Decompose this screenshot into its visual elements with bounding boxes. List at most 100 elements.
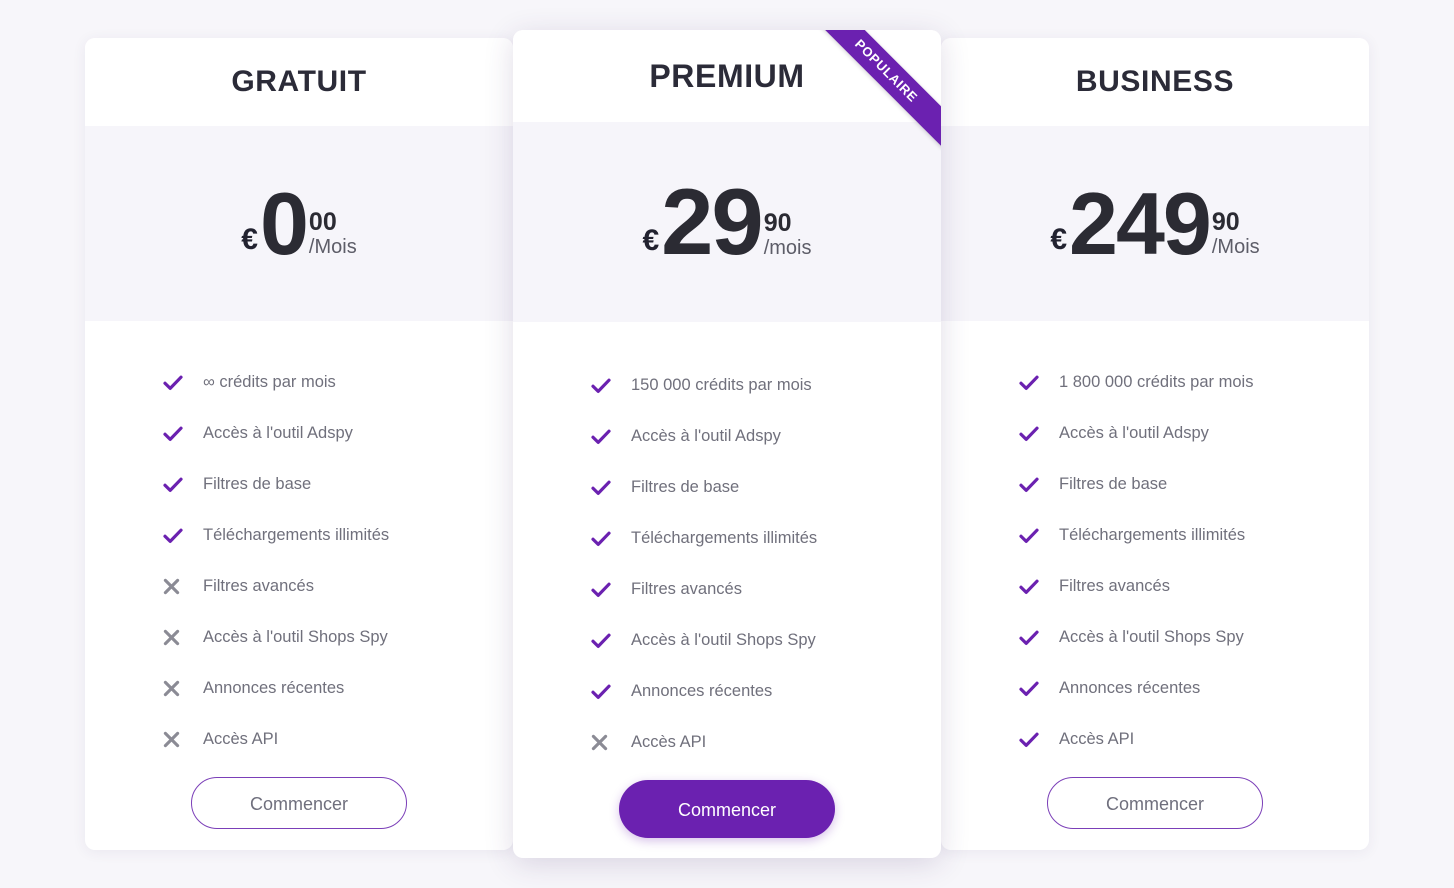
feature-label: Filtres de base (631, 478, 740, 496)
feature-label: Accès à l'outil Adspy (631, 427, 781, 445)
start-button[interactable]: Commencer (619, 780, 835, 838)
card-header: BUSINESS (941, 38, 1369, 126)
feature-label: Téléchargements illimités (203, 526, 390, 544)
cross-icon (163, 680, 187, 697)
price-suffix: 90/Mois (1212, 210, 1260, 261)
feature-item: Téléchargements illimités (1019, 510, 1369, 561)
pricing-card-business: BUSINESS €249 90/Mois 1 800 000 crédits par… (941, 38, 1369, 850)
price: €29 90/mois (642, 168, 812, 274)
pricing-card-premium: POPULAIRE PREMIUM €29 90/mois 150 000 crédit… (513, 30, 941, 858)
price-currency: € (1050, 223, 1068, 257)
pricing-card-list: GRATUIT €0 00/Mois ∞ crédits par mois Accès … (84, 30, 1370, 858)
price-band: €249 90/Mois (941, 126, 1369, 321)
feature-item: Filtres de base (591, 462, 941, 513)
check-icon (1019, 630, 1043, 646)
plan-title: BUSINESS (1075, 65, 1235, 98)
price-suffix: 00/Mois (309, 210, 357, 261)
check-icon (163, 375, 187, 391)
cross-icon (591, 734, 615, 751)
price-band: €29 90/mois (513, 122, 941, 322)
feature-item: Filtres avancés (591, 564, 941, 615)
feature-item: Filtres de base (163, 459, 513, 510)
feature-list: 150 000 crédits par mois Accès à l'outil … (513, 322, 941, 768)
cta-container: Commencer (513, 768, 941, 858)
check-icon (1019, 579, 1043, 595)
check-icon (163, 528, 187, 544)
feature-item: Accès à l'outil Shops Spy (1019, 612, 1369, 663)
feature-label: Filtres avancés (203, 577, 314, 595)
check-icon (591, 429, 615, 445)
feature-item: Accès à l'outil Shops Spy (163, 612, 513, 663)
feature-item: ∞ crédits par mois (163, 357, 513, 408)
feature-item: Annonces récentes (163, 663, 513, 714)
price-currency: € (642, 224, 660, 258)
feature-item: Accès à l'outil Adspy (591, 411, 941, 462)
feature-item: Accès à l'outil Adspy (163, 408, 513, 459)
feature-label: Accès API (203, 730, 279, 748)
feature-label: Annonces récentes (203, 679, 345, 697)
price-cents: 90 (1211, 208, 1240, 237)
feature-item: Accès API (591, 717, 941, 768)
feature-item: Filtres avancés (1019, 561, 1369, 612)
check-icon (591, 480, 615, 496)
plan-title: PREMIUM (649, 57, 805, 94)
price-amount: 29 (661, 168, 764, 274)
feature-item: Accès API (163, 714, 513, 765)
plan-title: GRATUIT (231, 65, 367, 98)
feature-label: Annonces récentes (1059, 679, 1201, 697)
feature-label: Accès à l'outil Shops Spy (203, 628, 388, 646)
feature-label: Filtres de base (1059, 475, 1168, 493)
feature-label: Accès API (631, 733, 707, 751)
feature-item: 1 800 000 crédits par mois (1019, 357, 1369, 408)
price-currency: € (241, 223, 258, 257)
check-icon (591, 633, 615, 649)
price-cents: 00 (308, 208, 337, 237)
feature-item: Annonces récentes (1019, 663, 1369, 714)
price-amount: 249 (1069, 173, 1212, 273)
check-icon (591, 582, 615, 598)
cross-icon (163, 731, 187, 748)
cross-icon (163, 629, 187, 646)
check-icon (591, 684, 615, 700)
feature-label: Téléchargements illimités (631, 529, 818, 547)
price-period: /mois (763, 237, 812, 260)
check-icon (1019, 732, 1043, 748)
start-button[interactable]: Commencer (1047, 777, 1263, 829)
feature-label: Accès à l'outil Adspy (1059, 424, 1209, 442)
card-header: PREMIUM (513, 30, 941, 122)
price-period: /Mois (1211, 236, 1260, 259)
feature-label: Filtres avancés (1059, 577, 1170, 595)
check-icon (1019, 477, 1043, 493)
check-icon (163, 426, 187, 442)
feature-label: Accès API (1059, 730, 1135, 748)
card-header: GRATUIT (85, 38, 513, 126)
feature-label: 1 800 000 crédits par mois (1059, 373, 1254, 391)
feature-label: ∞ crédits par mois (203, 373, 336, 391)
start-button[interactable]: Commencer (191, 777, 407, 829)
feature-item: Accès API (1019, 714, 1369, 765)
price-period: /Mois (308, 236, 357, 259)
feature-item: Filtres de base (1019, 459, 1369, 510)
feature-item: 150 000 crédits par mois (591, 360, 941, 411)
check-icon (591, 378, 615, 394)
feature-label: Téléchargements illimités (1059, 526, 1246, 544)
pricing-card-gratuit: GRATUIT €0 00/Mois ∞ crédits par mois Accès … (85, 38, 513, 850)
cross-icon (163, 578, 187, 595)
check-icon (1019, 528, 1043, 544)
check-icon (163, 477, 187, 493)
feature-label: Filtres avancés (631, 580, 742, 598)
feature-label: 150 000 crédits par mois (631, 376, 812, 394)
feature-label: Annonces récentes (631, 682, 773, 700)
feature-label: Accès à l'outil Adspy (203, 424, 353, 442)
check-icon (591, 531, 615, 547)
feature-item: Accès à l'outil Shops Spy (591, 615, 941, 666)
feature-item: Annonces récentes (591, 666, 941, 717)
feature-item: Téléchargements illimités (163, 510, 513, 561)
feature-label: Accès à l'outil Shops Spy (1059, 628, 1244, 646)
price-cents: 90 (763, 209, 792, 238)
price-band: €0 00/Mois (85, 126, 513, 321)
check-icon (1019, 681, 1043, 697)
check-icon (1019, 375, 1043, 391)
feature-item: Accès à l'outil Adspy (1019, 408, 1369, 459)
